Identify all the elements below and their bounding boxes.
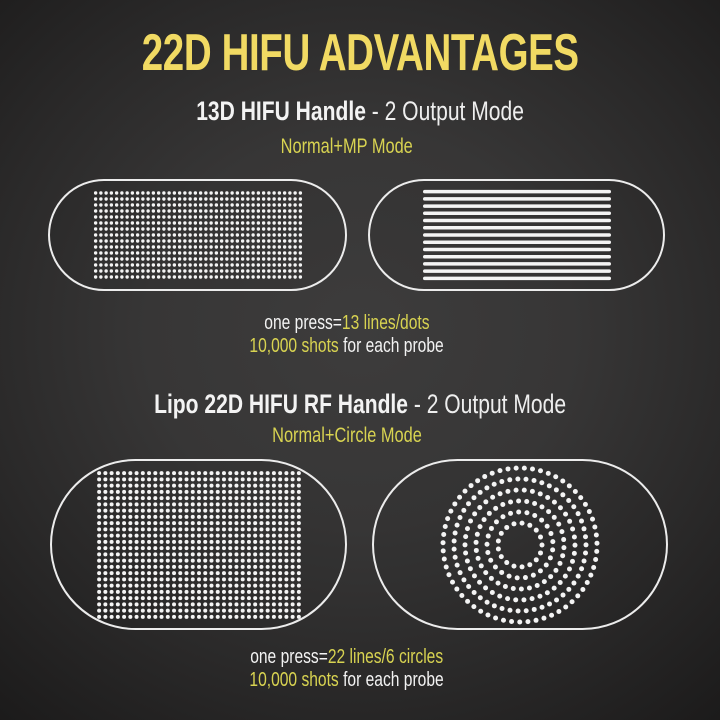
- probe-panel-22d-dot-matrix: [50, 459, 347, 630]
- concentric-dot-circles-pattern: [439, 464, 601, 626]
- section1-output-mode-label: - 2 Output Mode: [365, 96, 524, 126]
- section2-mode-label: Normal+Circle Mode: [272, 424, 422, 447]
- section2-probe-panels: [50, 459, 668, 630]
- section1-handle-name: 13D HIFU Handle: [196, 96, 366, 126]
- dot-matrix-pattern: [93, 190, 303, 280]
- section1-probe-panels: [48, 179, 665, 291]
- section2-press-value: 22 lines/6 circles: [328, 646, 444, 668]
- section1-heading: 13D HIFU Handle - 2 Output Mode: [0, 96, 720, 126]
- section2-caption: one press=22 lines/6 circles 10,000 shot…: [0, 646, 720, 692]
- dot-matrix-pattern: [96, 470, 302, 620]
- section1-press-line: one press=13 lines/dots: [264, 312, 430, 334]
- section2-shots-line: 10,000 shots for each probe: [249, 669, 445, 691]
- horizontal-lines-pattern: [422, 188, 611, 282]
- section2-output-mode-label: - 2 Output Mode: [407, 389, 566, 419]
- page-title-text: 22D HIFU ADVANTAGES: [141, 24, 579, 82]
- section2-press-line: one press=22 lines/6 circles: [250, 646, 444, 668]
- section1-shots-line: 10,000 shots for each probe: [249, 335, 445, 357]
- section1-press-value: 13 lines/dots: [342, 312, 430, 334]
- section2-heading: Lipo 22D HIFU RF Handle - 2 Output Mode: [0, 389, 720, 419]
- probe-panel-22d-dot-circles: [372, 459, 668, 630]
- section1-mode-label: Normal+MP Mode: [280, 135, 414, 158]
- section2-shots-value: 10,000 shots: [249, 669, 340, 691]
- page-title: 22D HIFU ADVANTAGES: [0, 24, 720, 82]
- probe-panel-13d-lines: [368, 179, 665, 291]
- section1-shots-value: 10,000 shots: [249, 335, 340, 357]
- probe-panel-13d-dot-matrix: [48, 179, 347, 291]
- section1-caption: one press=13 lines/dots 10,000 shots for…: [0, 312, 720, 358]
- section2-handle-name: Lipo 22D HIFU RF Handle: [154, 389, 408, 419]
